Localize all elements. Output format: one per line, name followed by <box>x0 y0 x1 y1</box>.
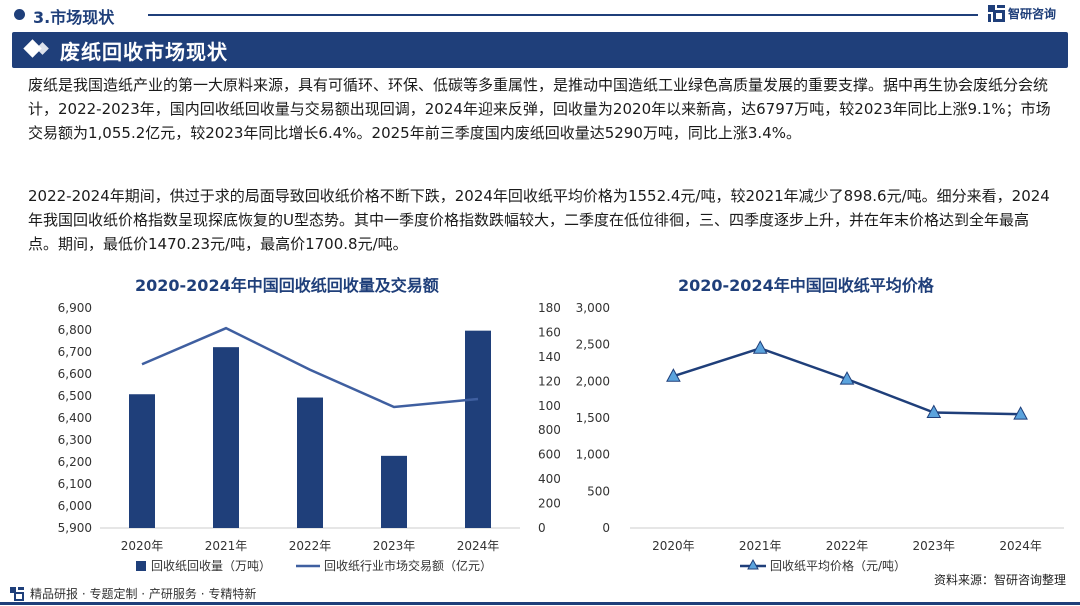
chart-1-bar <box>129 394 155 528</box>
chart-2-y-tick: 0 <box>602 521 610 535</box>
chart-1-left-tick: 6,700 <box>58 345 92 359</box>
chart-2-triangle-marker <box>926 404 942 418</box>
chart-1-left-tick: 5,900 <box>58 521 92 535</box>
data-source: 资料来源：智研咨询整理 <box>933 573 1066 587</box>
zhiyan-footer-logo-icon <box>10 586 24 601</box>
chart-1-left-tick: 6,200 <box>58 455 92 469</box>
chart-1-line-series <box>141 326 479 409</box>
chart-1-right-tick: 600 <box>538 448 560 462</box>
chart-1-x-tick: 2021年 <box>205 539 248 553</box>
chart-1-bar <box>297 397 323 528</box>
chart-2-triangle-marker <box>752 340 768 354</box>
chart-1-x-tick: 2023年 <box>373 539 416 553</box>
chart-1-bar <box>213 347 239 528</box>
chart-2-y-tick: 3,000 <box>576 301 610 315</box>
chart-1-title: 2020-2024年中国回收纸回收量及交易额 <box>135 276 439 295</box>
header-rule <box>148 14 978 16</box>
footer-tagline-text: 精品研报 · 专题定制 · 产研服务 · 专精特新 <box>30 587 257 601</box>
brand-logo: 智研咨询 <box>988 5 1056 22</box>
chart-1-left-tick: 6,000 <box>58 499 92 513</box>
chart-1-left-tick: 6,300 <box>58 433 92 447</box>
page-header: 3.市场现状 智研咨询 <box>0 0 1080 30</box>
chart-1-x-tick: 2024年 <box>457 539 500 553</box>
chart-2-y-tick: 2,500 <box>576 338 610 352</box>
chart-2-x-tick: 2021年 <box>739 539 782 553</box>
chart-1-left-tick: 6,100 <box>58 477 92 491</box>
section-bullet-icon <box>14 9 25 20</box>
chart-1-right-tick: 200 <box>538 497 560 511</box>
chart-1-right-tick: 1200 <box>538 374 560 388</box>
chart-1-bar <box>465 330 491 528</box>
chart-1-right-tick: 1600 <box>538 325 560 339</box>
zhiyan-logo-icon <box>988 5 1005 22</box>
chart-1-legend-bar-swatch <box>136 561 146 571</box>
chart-2-x-tick: 2023年 <box>913 539 956 553</box>
chart-1-right-tick: 0 <box>538 521 546 535</box>
chart-2-triangle-marker <box>839 371 855 385</box>
chart-1-right-tick: 400 <box>538 472 560 486</box>
chart-1-right-tick: 1800 <box>538 301 560 315</box>
chart-2-x-tick: 2022年 <box>826 539 869 553</box>
chart-2-y-tick: 500 <box>587 484 610 498</box>
paragraph-1: 废纸是我国造纸产业的第一大原料来源，具有可循环、环保、低碳等多重属性，是推动中国… <box>28 76 1051 142</box>
chart-1-left-tick: 6,400 <box>58 411 92 425</box>
footer-tagline: 精品研报 · 专题定制 · 产研服务 · 专精特新 <box>10 585 256 602</box>
chart-2-legend-label: 回收纸平均价格（元/吨） <box>770 558 906 573</box>
title-banner: 废纸回收市场现状 <box>12 32 1068 68</box>
section-title: 3.市场现状 <box>33 8 115 27</box>
chart-1-left-tick: 6,900 <box>58 301 92 315</box>
chart-2-triangle-marker <box>666 368 681 382</box>
chart-2-x-tick: 2024年 <box>999 539 1042 553</box>
chart-2-x-tick: 2020年 <box>652 539 695 553</box>
chart-1-left-tick: 6,500 <box>58 389 92 403</box>
chart-1-right-tick: 800 <box>538 423 560 437</box>
chart-1-right-tick: 1400 <box>538 350 560 364</box>
recovery-volume-chart: 5,900 6,000 6,100 6,200 6,300 6,400 6,500 6,600… <box>58 301 560 573</box>
chart-1-bar <box>381 455 407 528</box>
chart-2-title: 2020-2024年中国回收纸平均价格 <box>678 276 934 295</box>
chart-1-left-tick: 6,600 <box>58 367 92 381</box>
chart-2-y-tick: 1,000 <box>576 448 610 462</box>
chart-1-legend-line-label: 回收纸行业市场交易额（亿元） <box>324 558 492 573</box>
chart-1-x-tick: 2022年 <box>289 539 332 553</box>
page-title: 废纸回收市场现状 <box>60 40 228 64</box>
chart-1-legend-bar-label: 回收纸回收量（万吨） <box>151 559 271 573</box>
chart-1-right-tick: 1000 <box>538 399 560 413</box>
page-footer: 精品研报 · 专题定制 · 产研服务 · 专精特新 资料来源：智研咨询整理 <box>0 573 1080 606</box>
chart-2-legend-marker-icon <box>747 558 759 570</box>
chart-2-y-tick: 2,000 <box>576 374 610 388</box>
chart-1-x-tick: 2020年 <box>121 539 164 553</box>
chart-2-y-tick: 1,500 <box>576 411 610 425</box>
chart-1-left-tick: 6,800 <box>58 323 92 337</box>
paragraph-2: 2022-2024年期间，供过于求的局面导致回收纸价格不断下跌，2024年回收纸… <box>28 187 1050 253</box>
footer-rule <box>0 602 1080 605</box>
chart-2-triangle-marker <box>1013 406 1028 420</box>
brand-name: 智研咨询 <box>1008 7 1057 21</box>
average-price-chart: 0 500 1,000 1,500 2,000 2,500 3,000 2020年 2021年 2… <box>576 301 1064 573</box>
